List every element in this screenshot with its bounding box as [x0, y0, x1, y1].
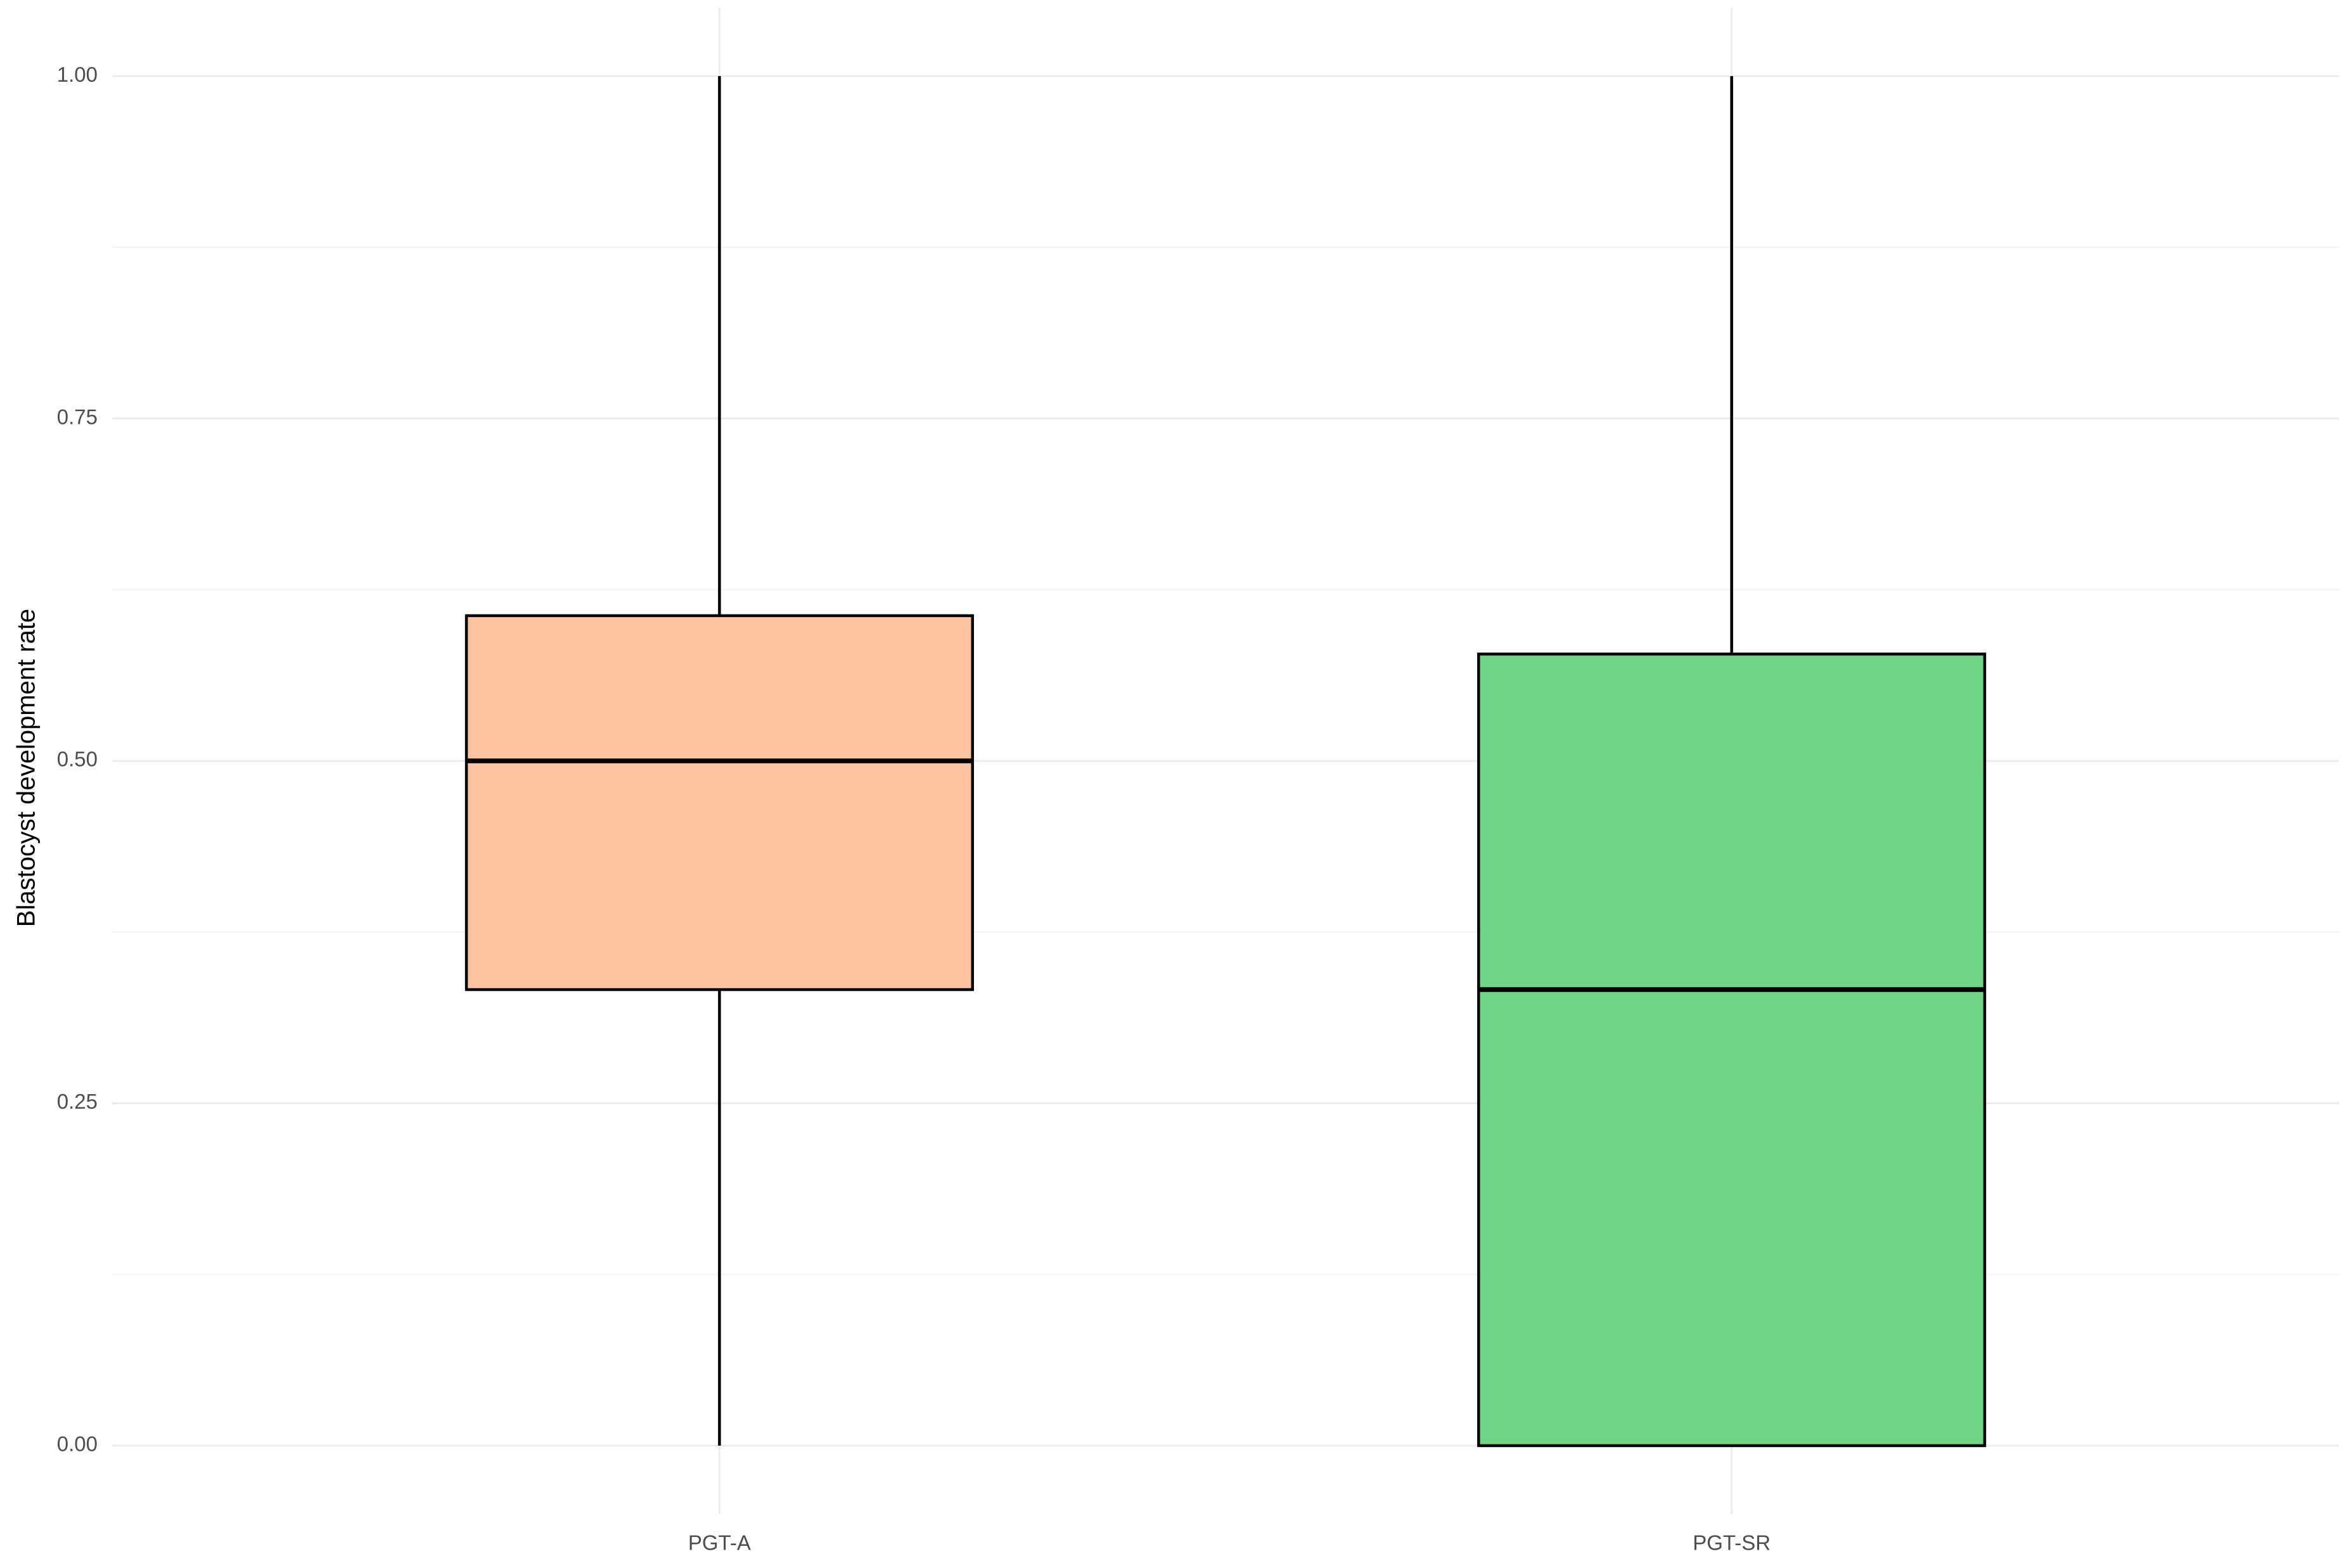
box [1477, 653, 1987, 1448]
y-tick-label: 0.75 [57, 405, 98, 428]
box [464, 614, 974, 991]
y-tick-label: 0.25 [57, 1090, 98, 1113]
x-tick-label: PGT-SR [1693, 1531, 1771, 1555]
y-axis-title: Blastocyst development rate [13, 609, 41, 927]
y-tick-label: 1.00 [57, 63, 98, 86]
y-tick-label: 0.00 [57, 1432, 98, 1456]
y-tick-label: 0.50 [57, 748, 98, 771]
x-tick-label: PGT-A [688, 1531, 751, 1555]
